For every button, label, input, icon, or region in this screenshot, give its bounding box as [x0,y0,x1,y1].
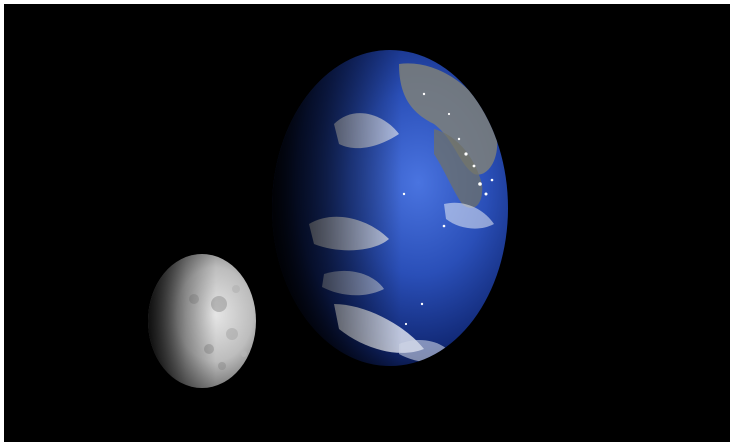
earth-sparkles [402,92,494,326]
earth [272,50,508,366]
earth-clouds [272,50,508,366]
moon-craters [148,254,256,388]
moon [148,254,256,388]
space-scene [4,4,730,442]
space-illustration [148,50,508,388]
